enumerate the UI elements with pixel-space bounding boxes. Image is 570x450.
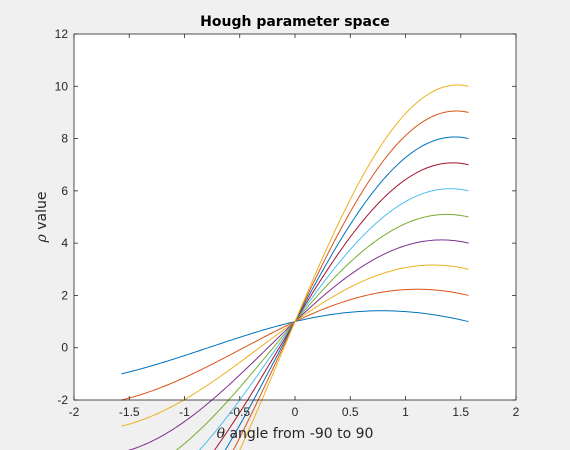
x-tick-label: 0.5 — [342, 405, 359, 419]
y-tick-label: 8 — [61, 132, 68, 146]
x-tick-label: 1.5 — [452, 405, 469, 419]
x-tick-label: -1.5 — [119, 405, 140, 419]
y-tick-label: 4 — [61, 236, 68, 250]
y-axis-label: ρ value — [34, 192, 50, 244]
y-tick-label: 6 — [61, 184, 68, 198]
curves-layer — [121, 84, 469, 450]
chart-title: Hough parameter space — [200, 14, 390, 30]
y-tick-label: -2 — [57, 393, 68, 407]
x-tick-label: 2 — [513, 405, 520, 419]
ticks-layer — [73, 33, 517, 401]
y-axis-text: value — [34, 192, 50, 235]
x-tick-label: -0.5 — [229, 405, 250, 419]
x-tick-label: -1 — [179, 405, 190, 419]
y-axis-symbol: ρ — [34, 233, 50, 243]
x-tick-label: 1 — [402, 405, 409, 419]
x-axis-text: angle from -90 to 90 — [225, 426, 373, 442]
y-tick-label: 0 — [61, 341, 68, 355]
y-tick-label: 10 — [55, 79, 69, 93]
x-tick-label: -2 — [69, 405, 80, 419]
axes-background — [74, 34, 516, 400]
y-tick-label: 12 — [55, 27, 69, 41]
x-tick-label: 0 — [292, 405, 299, 419]
x-axis-symbol: θ — [217, 426, 226, 442]
y-tick-label: 2 — [61, 288, 68, 302]
x-axis-label: θ angle from -90 to 90 — [217, 426, 374, 442]
tick-labels-layer: -2 -1.5 -1 -0.5 0 0.5 1 1.5 2 -2 0 2 4 6 8 10 12 — [55, 27, 520, 419]
series-line-10 — [239, 84, 469, 450]
